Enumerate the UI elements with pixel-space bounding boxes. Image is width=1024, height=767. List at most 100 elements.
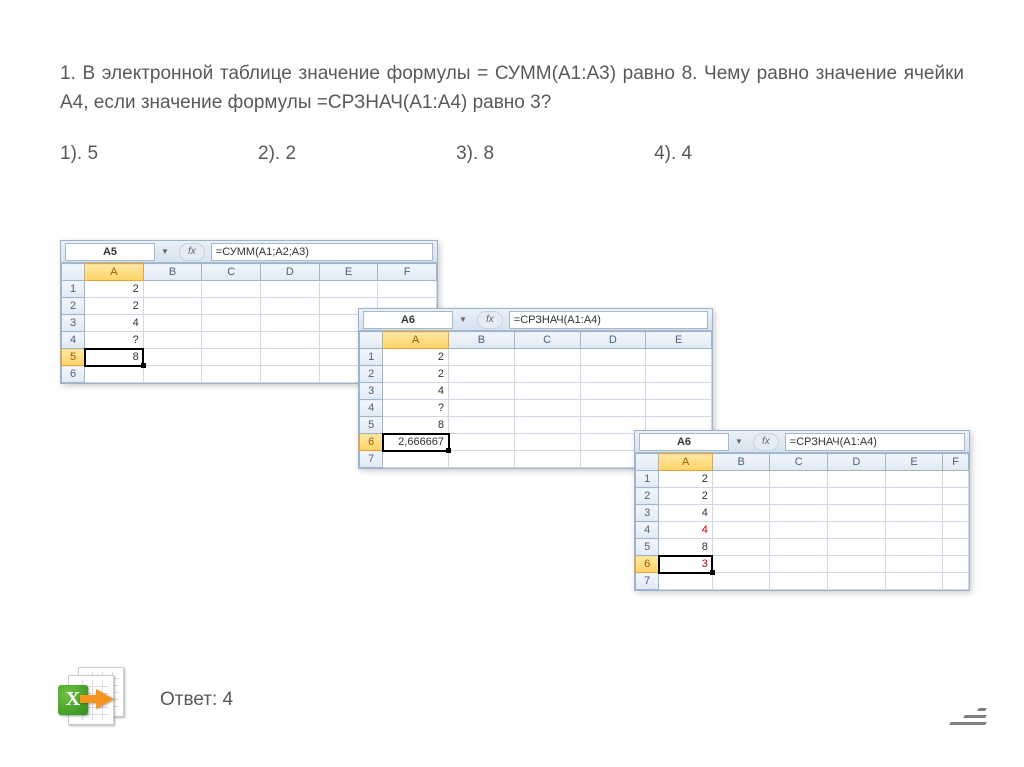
cell[interactable] (202, 298, 261, 315)
cell[interactable] (943, 556, 969, 573)
cell[interactable] (514, 383, 580, 400)
row-header[interactable]: 5 (636, 539, 659, 556)
cell[interactable] (712, 573, 770, 590)
cell[interactable]: ? (383, 400, 449, 417)
cell[interactable] (943, 539, 969, 556)
cell[interactable] (828, 539, 886, 556)
cell[interactable] (202, 366, 261, 383)
cell[interactable]: 2 (659, 471, 712, 488)
cell[interactable] (712, 488, 770, 505)
cell[interactable] (202, 332, 261, 349)
cell[interactable] (261, 332, 320, 349)
column-header[interactable]: E (885, 454, 943, 471)
cell[interactable] (770, 556, 828, 573)
cell[interactable] (514, 417, 580, 434)
cell[interactable] (646, 383, 712, 400)
name-box-dropdown-icon[interactable]: ▼ (459, 315, 473, 324)
cell[interactable] (885, 488, 943, 505)
cell[interactable] (449, 451, 515, 468)
cell[interactable] (885, 573, 943, 590)
column-header[interactable]: B (143, 264, 202, 281)
cell[interactable] (319, 281, 378, 298)
cell[interactable] (143, 349, 202, 366)
cell[interactable] (770, 471, 828, 488)
name-box-dropdown-icon[interactable]: ▼ (161, 247, 175, 256)
cell[interactable] (580, 366, 646, 383)
cell[interactable]: 4 (85, 315, 144, 332)
cell[interactable] (943, 488, 969, 505)
cell[interactable]: 8 (85, 349, 144, 366)
fx-button-group[interactable]: fx (753, 433, 779, 451)
cell[interactable] (143, 298, 202, 315)
cell[interactable]: 8 (659, 539, 712, 556)
row-header[interactable]: 4 (62, 332, 85, 349)
row-header[interactable]: 7 (360, 451, 383, 468)
column-header[interactable]: A (85, 264, 144, 281)
cell[interactable] (143, 332, 202, 349)
cell[interactable] (378, 281, 437, 298)
name-box-dropdown-icon[interactable]: ▼ (735, 437, 749, 446)
cell[interactable] (659, 573, 712, 590)
fx-button-group[interactable]: fx (179, 243, 205, 261)
cell[interactable] (514, 434, 580, 451)
cell[interactable] (85, 366, 144, 383)
cell[interactable] (712, 471, 770, 488)
cell[interactable] (449, 366, 515, 383)
column-header[interactable]: C (202, 264, 261, 281)
cell[interactable] (770, 539, 828, 556)
column-header[interactable]: D (261, 264, 320, 281)
row-header[interactable]: 6 (62, 366, 85, 383)
cell[interactable] (449, 417, 515, 434)
cell[interactable] (143, 281, 202, 298)
cell[interactable] (514, 349, 580, 366)
row-header[interactable]: 3 (360, 383, 383, 400)
name-box[interactable]: A5 (65, 243, 155, 261)
row-header[interactable]: 6 (360, 434, 383, 451)
row-header[interactable]: 3 (62, 315, 85, 332)
cell[interactable] (261, 281, 320, 298)
cell[interactable] (943, 573, 969, 590)
cell[interactable] (514, 366, 580, 383)
cell[interactable]: 2 (383, 349, 449, 366)
column-header[interactable]: D (580, 332, 646, 349)
cell[interactable] (202, 281, 261, 298)
cell[interactable] (885, 505, 943, 522)
formula-input[interactable]: =СУММ(A1;A2;A3) (211, 243, 433, 261)
column-header[interactable]: C (514, 332, 580, 349)
column-header[interactable]: D (828, 454, 886, 471)
column-header[interactable]: A (659, 454, 712, 471)
fx-button-group[interactable]: fx (477, 311, 503, 329)
cell[interactable] (646, 400, 712, 417)
cell[interactable] (943, 471, 969, 488)
cell[interactable] (261, 366, 320, 383)
cell[interactable] (712, 505, 770, 522)
cell[interactable] (712, 522, 770, 539)
column-header[interactable]: B (712, 454, 770, 471)
cell[interactable] (770, 573, 828, 590)
cell[interactable] (261, 298, 320, 315)
cell[interactable] (770, 522, 828, 539)
row-header[interactable]: 2 (360, 366, 383, 383)
name-box[interactable]: A6 (639, 433, 729, 451)
column-header[interactable]: F (378, 264, 437, 281)
column-header[interactable]: C (770, 454, 828, 471)
cell[interactable] (449, 349, 515, 366)
cell[interactable] (449, 383, 515, 400)
cell[interactable] (770, 505, 828, 522)
cell[interactable] (828, 505, 886, 522)
cell[interactable] (449, 400, 515, 417)
row-header[interactable]: 4 (360, 400, 383, 417)
cell[interactable] (449, 434, 515, 451)
cell[interactable] (202, 315, 261, 332)
row-header[interactable]: 5 (360, 417, 383, 434)
cell[interactable]: 4 (659, 505, 712, 522)
cell[interactable] (943, 505, 969, 522)
cell[interactable]: 4 (659, 522, 712, 539)
cell[interactable]: 3 (659, 556, 712, 573)
cell[interactable]: ? (85, 332, 144, 349)
cell[interactable] (202, 349, 261, 366)
cell[interactable] (770, 488, 828, 505)
column-header[interactable]: A (383, 332, 449, 349)
column-header[interactable]: E (646, 332, 712, 349)
cell[interactable] (143, 315, 202, 332)
